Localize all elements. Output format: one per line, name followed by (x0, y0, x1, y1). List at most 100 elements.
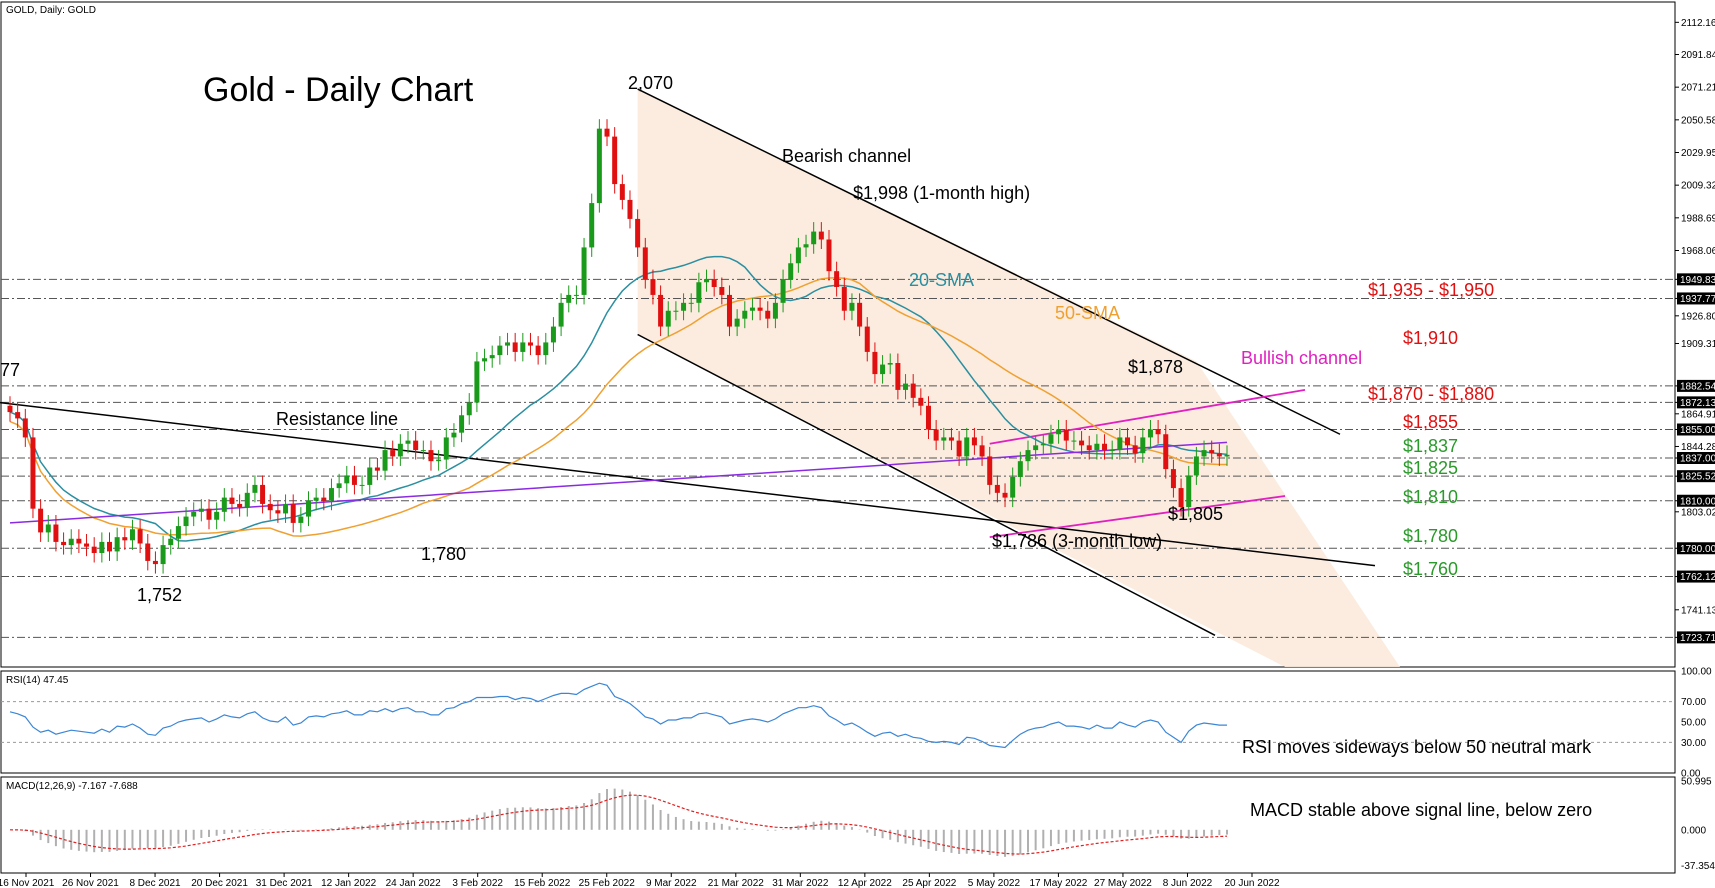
moving-averages (9, 255, 1228, 542)
annotation-low-1752: 1,752 (137, 585, 182, 605)
candle (30, 427, 36, 519)
candle (359, 475, 365, 495)
candle (543, 332, 549, 365)
candle (420, 440, 426, 460)
macd-tick-label: 50.995 (1681, 776, 1712, 787)
date-tick-label: 26 Nov 2021 (62, 878, 119, 888)
trend-lines (0, 88, 1376, 636)
candle (1201, 440, 1207, 466)
annotation-bullish-channel: Bullish channel (1241, 348, 1362, 368)
candle (979, 435, 985, 466)
price-markers: 1949.83 1937.77 1882.54 1872.13 1855.00 1837.… (1677, 273, 1715, 644)
candle (405, 431, 411, 454)
candle (114, 527, 120, 561)
candle (734, 309, 740, 337)
macd-tick-label: 0.000 (1681, 825, 1706, 836)
candle (428, 440, 434, 471)
bullish-channel-upper-line (989, 389, 1306, 445)
candle (948, 427, 954, 451)
date-tick-label: 12 Apr 2022 (838, 878, 892, 888)
candle (964, 427, 970, 466)
candle (214, 502, 220, 530)
date-tick-label: 3 Feb 2022 (452, 878, 503, 888)
date-tick-label: 20 Jun 2022 (1224, 878, 1279, 888)
candle (849, 293, 855, 321)
candle (864, 317, 870, 362)
macd-panel: 50.995 0.000 -37.354 (9, 776, 1715, 872)
candle (160, 535, 166, 574)
price-tick-label: 2009.32 (1681, 181, 1715, 192)
candle (1140, 427, 1146, 463)
price-tick-label: 1803.02 (1681, 507, 1715, 518)
candle (244, 483, 250, 517)
candle (956, 431, 962, 466)
candle (910, 374, 916, 408)
date-tick-label: 31 Dec 2021 (256, 878, 313, 888)
candle (711, 269, 717, 297)
candle (91, 537, 97, 563)
candle (673, 301, 679, 321)
candle (1124, 427, 1130, 455)
candle (459, 405, 465, 443)
candle (168, 529, 174, 555)
candle (1002, 483, 1008, 508)
candles (7, 119, 1230, 574)
candle (107, 532, 113, 561)
level-label-1760: $1,760 (1403, 559, 1458, 579)
price-marker-label: 1837.00 (1680, 454, 1715, 465)
candle (696, 272, 702, 313)
macd-tick-label: -37.354 (1681, 861, 1715, 872)
candle (918, 388, 924, 416)
candle (742, 301, 748, 329)
candle (803, 234, 809, 257)
candle (780, 269, 786, 313)
candle (175, 516, 181, 549)
rsi-annotation: RSI moves sideways below 50 neutral mark (1242, 737, 1592, 757)
candle (872, 342, 878, 384)
price-tick-label: 2071.21 (1681, 83, 1715, 94)
candle (811, 222, 817, 254)
price-tick-label: 2091.84 (1681, 50, 1715, 61)
candle (344, 465, 350, 493)
price-marker-label: 1723.71 (1680, 633, 1715, 644)
price-marker-label: 1825.52 (1680, 472, 1715, 483)
rsi-tick-label: 70.00 (1681, 697, 1706, 708)
price-tick-label: 2050.58 (1681, 115, 1715, 126)
sma-20-line (9, 255, 1228, 542)
price-marker-label: 1762.12 (1680, 572, 1715, 583)
candle (298, 507, 304, 533)
date-tick-label: 20 Dec 2021 (191, 878, 248, 888)
date-axis: 16 Nov 2021 26 Nov 2021 8 Dec 2021 20 Dec 2… (0, 873, 1280, 888)
candle (374, 458, 380, 481)
candle (566, 285, 572, 313)
date-tick-label: 5 May 2022 (968, 878, 1021, 888)
annotation-resistance-line: Resistance line (276, 409, 398, 429)
candle (122, 527, 128, 550)
candle (719, 277, 725, 305)
date-tick-label: 25 Apr 2022 (902, 878, 956, 888)
rsi-tick-label: 0.00 (1681, 769, 1701, 780)
price-marker-box (1677, 379, 1715, 392)
candle (558, 293, 564, 337)
sma-50-line (9, 277, 1227, 537)
candle (1056, 420, 1062, 444)
date-tick-label: 8 Jun 2022 (1163, 878, 1213, 888)
candle (1048, 424, 1054, 454)
annotation-month-high: $1,998 (1-month high) (853, 183, 1030, 203)
price-marker-box (1677, 470, 1715, 483)
candle (941, 427, 947, 451)
candle (474, 351, 480, 413)
date-tick-label: 12 Jan 2022 (321, 878, 376, 888)
candle (765, 301, 771, 329)
bullish-channel-lower-line (989, 495, 1286, 539)
price-tick-label: 1988.69 (1681, 213, 1715, 224)
candle (857, 293, 863, 337)
annotation-1805: $1,805 (1168, 504, 1223, 524)
candle (382, 440, 388, 481)
price-marker-box (1677, 631, 1715, 644)
candle (1155, 420, 1161, 444)
date-tick-label: 15 Feb 2022 (514, 878, 571, 888)
annotation-peak: 2,070 (628, 73, 673, 93)
date-tick-label: 21 Mar 2022 (708, 878, 765, 888)
